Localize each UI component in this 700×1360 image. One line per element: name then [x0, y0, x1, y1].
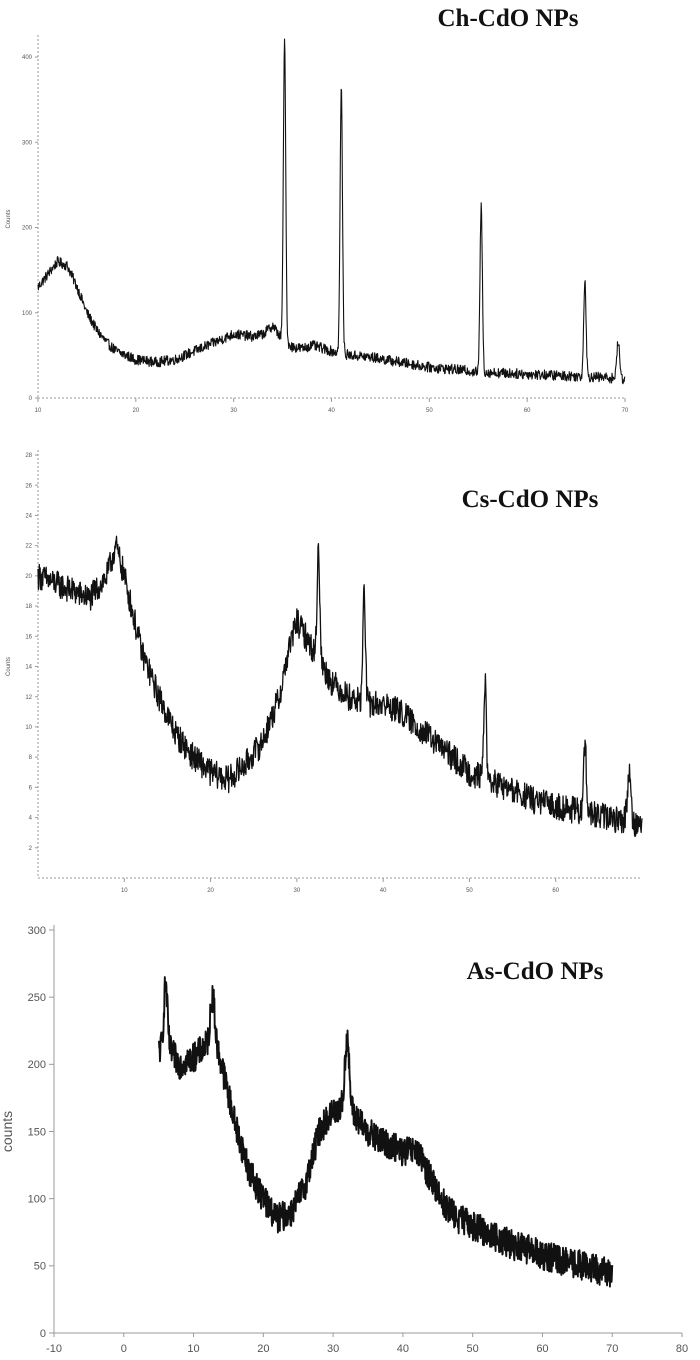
- y-axis-label: counts: [0, 1111, 15, 1152]
- y-tick-label: 200: [22, 226, 33, 232]
- y-tick-label: 200: [28, 1059, 46, 1071]
- x-tick-label: 20: [257, 1343, 269, 1355]
- x-tick-label: 80: [676, 1343, 688, 1355]
- x-tick-label: 30: [327, 1343, 339, 1355]
- y-tick-label: 50: [34, 1261, 46, 1273]
- x-tick-label: 50: [426, 408, 433, 414]
- chart-as-cdo: -10 0 10 20 30 40 50 60 70 80050100150200250300co…: [0, 925, 688, 1355]
- y-axis-label: Counts: [6, 657, 12, 676]
- y-axis-label: Counts: [6, 209, 12, 228]
- y-tick-label: 2: [29, 846, 33, 852]
- x-tick-label: 70: [622, 408, 629, 414]
- y-tick-label: 20: [25, 574, 32, 580]
- y-tick-label: 150: [28, 1126, 46, 1138]
- y-tick-label: 8: [29, 755, 33, 761]
- x-tick-label: 60: [552, 888, 559, 894]
- y-tick-label: 28: [25, 453, 32, 459]
- y-tick-label: 26: [25, 483, 32, 489]
- x-tick-label: 50: [467, 1343, 479, 1355]
- x-tick-label: 20: [207, 888, 214, 894]
- chart-title: As-CdO NPs: [467, 958, 604, 985]
- x-tick-label: 10: [121, 888, 128, 894]
- y-tick-label: 22: [25, 544, 32, 550]
- x-tick-label: -10: [46, 1343, 62, 1355]
- y-tick-label: 0: [29, 396, 33, 402]
- x-tick-label: 40: [397, 1343, 409, 1355]
- y-tick-label: 14: [25, 665, 32, 671]
- data-trace: [157, 976, 614, 1288]
- y-tick-label: 18: [25, 604, 32, 610]
- x-tick-label: 70: [606, 1343, 618, 1355]
- y-tick-label: 24: [25, 514, 32, 520]
- y-tick-label: 100: [22, 311, 33, 317]
- y-tick-label: 10: [25, 725, 32, 731]
- y-tick-label: 250: [28, 992, 46, 1004]
- x-tick-label: 20: [132, 408, 139, 414]
- y-tick-label: 100: [28, 1194, 46, 1206]
- x-tick-label: 40: [380, 888, 387, 894]
- y-tick-label: 4: [29, 816, 33, 822]
- y-tick-label: 16: [25, 634, 32, 640]
- y-tick-label: 300: [28, 925, 46, 937]
- data-trace: [37, 38, 626, 385]
- x-tick-label: 10: [187, 1343, 199, 1355]
- panel-cs-cdo: 10 20 30 40 50 60 2 4 6 8 10 12 14 16 18 20 22 24 26 28 Coun…: [0, 440, 700, 895]
- y-tick-label: 300: [22, 140, 33, 146]
- panel-as-cdo: -10 0 10 20 30 40 50 60 70 80 0 50 100 150 200 250 300 co…: [0, 905, 700, 1360]
- y-tick-label: 400: [22, 55, 33, 61]
- axes: 10 20 30 40 50 60 70 0 100 200 300 400: [22, 35, 629, 414]
- x-tick-label: 50: [466, 888, 473, 894]
- x-tick-label: 0: [121, 1343, 127, 1355]
- chart-title: Ch-CdO NPs: [438, 5, 579, 32]
- panel-ch-cdo: 10 20 30 40 50 60 70 0 100 200 300 400 Counts Ch-CdO …: [0, 0, 700, 430]
- x-tick-label: 40: [328, 408, 335, 414]
- chart-title: Cs-CdO NPs: [462, 486, 599, 513]
- y-tick-label: 6: [29, 785, 33, 791]
- x-tick-label: 60: [524, 408, 531, 414]
- x-tick-label: 30: [294, 888, 301, 894]
- data-trace: [37, 535, 643, 837]
- y-tick-label: 0: [40, 1328, 46, 1340]
- x-tick-label: 60: [536, 1343, 548, 1355]
- chart-ch-cdo: 10 20 30 40 50 60 70 0 100 200 300 400 Counts Ch-CdO …: [6, 5, 629, 414]
- y-tick-label: 12: [25, 695, 32, 701]
- x-tick-label: 30: [230, 408, 237, 414]
- chart-cs-cdo: 10 20 30 40 50 60246810121416182022242628Coun…: [6, 450, 643, 894]
- x-tick-label: 10: [35, 408, 42, 414]
